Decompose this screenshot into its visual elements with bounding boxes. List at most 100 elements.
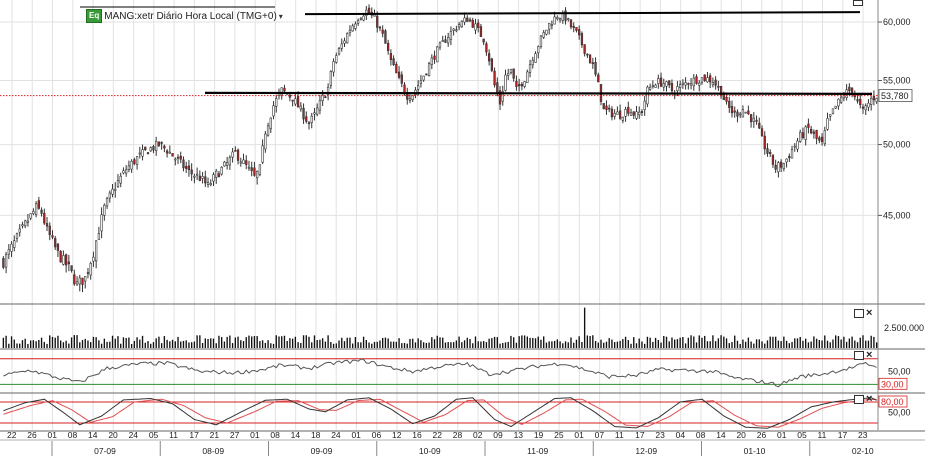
candle (512, 68, 515, 82)
candle-body (105, 198, 109, 207)
candle (247, 160, 251, 171)
candle (793, 143, 796, 152)
candle-body (867, 102, 870, 108)
candle-body (799, 131, 802, 142)
candle-body (157, 141, 161, 146)
candle (651, 80, 655, 89)
x-month-label: 11-09 (527, 446, 548, 456)
candle (299, 102, 302, 112)
candle (119, 172, 122, 188)
square-icon[interactable] (854, 351, 864, 360)
candle (430, 54, 433, 70)
rsi-line (3, 358, 877, 388)
x-day-label: 27 (230, 430, 240, 440)
candle (659, 72, 663, 88)
candle-body (610, 108, 614, 118)
candle (872, 90, 876, 106)
candle-body (823, 130, 826, 145)
candle (236, 148, 240, 165)
candle-body (629, 112, 633, 116)
candle-body (62, 255, 65, 265)
candle (493, 67, 496, 88)
candle-body (493, 70, 496, 86)
candle-body (97, 233, 101, 240)
candle-body (586, 53, 589, 56)
x-day-label: 14 (88, 430, 98, 440)
candle-body (531, 59, 534, 66)
candle (395, 61, 398, 74)
candle-body (373, 14, 376, 17)
candle-body (70, 265, 73, 271)
candle-body (640, 111, 644, 113)
candle (657, 74, 660, 89)
caret-down-icon[interactable]: ▾ (278, 11, 283, 21)
candle-body (395, 64, 398, 74)
candle-body (597, 74, 600, 83)
candle-body (2, 258, 5, 268)
candle-body (15, 233, 19, 239)
square-icon[interactable] (854, 395, 864, 404)
candle (400, 71, 403, 88)
candle-body (130, 160, 133, 170)
close-x-icon[interactable]: × (866, 307, 873, 319)
candle-body (45, 223, 49, 227)
candle (779, 159, 783, 173)
candle-body (840, 96, 843, 103)
x-day-label: 01 (48, 430, 58, 440)
candle-body (225, 162, 229, 166)
candle-body (215, 170, 218, 178)
candle (438, 41, 442, 51)
candle (116, 174, 120, 188)
support-line (204, 91, 873, 95)
x-day-label: 21 (210, 430, 220, 440)
close-x-icon[interactable]: × (866, 393, 873, 405)
candle (875, 97, 878, 104)
candle (829, 114, 832, 121)
candle (758, 117, 761, 130)
candle (332, 58, 335, 77)
horizontal-trend-lines[interactable] (0, 6, 878, 97)
candle (774, 159, 777, 173)
candle-body (236, 149, 240, 161)
candle (861, 103, 865, 114)
candle (18, 224, 21, 237)
candle (714, 76, 717, 90)
candle-body (829, 114, 832, 117)
candle-body (567, 18, 570, 20)
candle (307, 121, 311, 130)
candle (662, 78, 665, 92)
candle-body (272, 105, 275, 117)
candle-body (648, 86, 652, 90)
candle (616, 106, 619, 115)
candle (698, 80, 701, 92)
candle (152, 144, 155, 154)
candle-body (850, 87, 854, 93)
candle-body (367, 7, 371, 14)
candle (231, 147, 234, 163)
close-x-icon[interactable]: × (866, 349, 873, 361)
price-tick-label: 60,000 (883, 17, 911, 27)
candle (105, 196, 109, 209)
candle (15, 232, 19, 243)
candle (54, 235, 57, 251)
candle-body (141, 149, 144, 157)
candle (125, 165, 128, 177)
rsi-tick-label: 50,00 (888, 367, 911, 377)
candle-body (709, 75, 712, 83)
candle-body (676, 86, 679, 92)
chart-title-bar[interactable]: Eq MANG:xetr Diário Hora Local (TMG+0) ▾ (86, 9, 283, 23)
candle-body (485, 43, 488, 53)
candle (610, 106, 614, 121)
candle-body (21, 224, 24, 227)
square-icon[interactable] (853, 0, 863, 6)
candle (212, 172, 215, 186)
candle (447, 32, 450, 47)
square-icon[interactable] (854, 309, 864, 318)
candle-body (378, 26, 382, 29)
candle-body (534, 53, 537, 63)
candle-body (201, 176, 204, 179)
candle (408, 94, 412, 104)
candle (45, 216, 49, 231)
candle-body (717, 85, 720, 88)
